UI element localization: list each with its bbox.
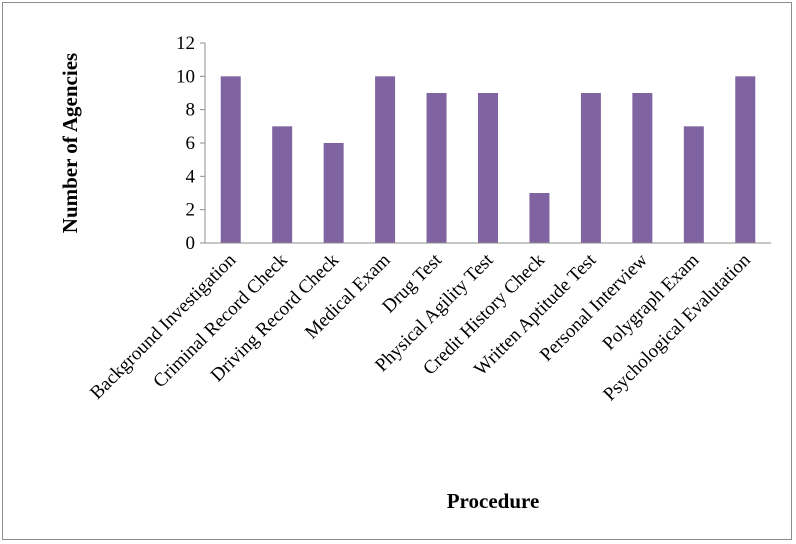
bar bbox=[375, 76, 396, 243]
y-tick-label: 6 bbox=[186, 133, 196, 154]
bar bbox=[323, 143, 344, 243]
bars bbox=[220, 76, 756, 243]
y-tick-label: 2 bbox=[186, 200, 196, 221]
y-tick-label: 12 bbox=[176, 33, 195, 54]
y-tick-labels: 0 2 4 6 8 10 12 bbox=[176, 33, 205, 254]
bar bbox=[272, 126, 293, 243]
y-axis-title: Number of Agencies bbox=[58, 53, 82, 233]
bar bbox=[529, 193, 550, 243]
bar bbox=[478, 93, 498, 243]
bar bbox=[735, 76, 756, 243]
y-tick-label: 0 bbox=[186, 233, 196, 254]
bar bbox=[220, 76, 241, 243]
y-tick-label: 4 bbox=[186, 166, 196, 187]
bar bbox=[632, 93, 653, 243]
bar bbox=[580, 93, 601, 243]
y-tick-label: 10 bbox=[176, 66, 195, 87]
x-axis-title: Procedure bbox=[447, 489, 540, 513]
bar bbox=[426, 93, 447, 243]
bar bbox=[683, 126, 704, 243]
y-tick-label: 8 bbox=[186, 100, 196, 121]
bar-chart: 0 2 4 6 8 10 12 Background InvestigationCrimin… bbox=[58, 33, 771, 513]
